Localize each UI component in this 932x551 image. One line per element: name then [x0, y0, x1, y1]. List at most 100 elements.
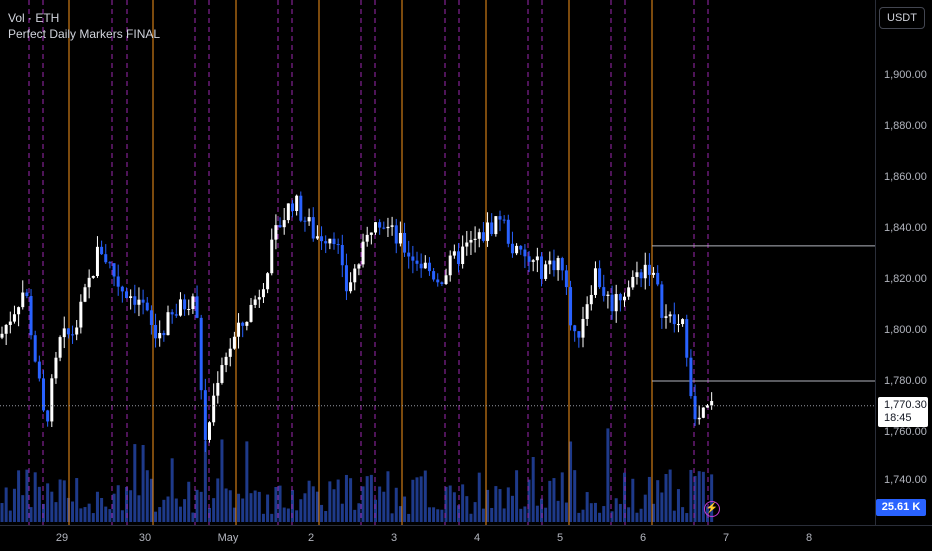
volume-bar [0, 503, 4, 522]
price-chart[interactable] [0, 0, 875, 525]
volume-bar [519, 508, 523, 522]
candle [623, 296, 626, 301]
candle [46, 410, 50, 422]
candle [158, 333, 162, 339]
volume-bar [145, 470, 149, 522]
chart-pane[interactable]: Vol · ETH Perfect Daily Markers FINAL [0, 0, 875, 525]
candle [419, 263, 423, 269]
candle [228, 348, 232, 357]
legend-indicator[interactable]: Perfect Daily Markers FINAL [8, 27, 161, 41]
volume-bar [270, 513, 274, 522]
candle [125, 291, 128, 298]
candle [149, 310, 153, 325]
candle [556, 258, 560, 271]
candle [21, 292, 25, 308]
candle [104, 254, 108, 263]
volume-bar [361, 486, 365, 522]
volume-bar [710, 474, 714, 522]
volume-bar [697, 471, 701, 522]
candle [706, 405, 709, 408]
volume-bar [398, 506, 402, 522]
candle [71, 334, 75, 336]
candle [560, 258, 564, 271]
last-price-value: 1,770.30 [884, 399, 927, 411]
candle [286, 203, 290, 221]
candle [469, 239, 473, 243]
volume-bar [527, 479, 531, 522]
candle [585, 304, 589, 319]
price-tick: 1,800.00 [884, 324, 927, 336]
candle [656, 272, 660, 285]
volume-bar [245, 441, 249, 522]
volume-bar [170, 458, 174, 522]
volume-tag: 25.61 K [876, 499, 926, 516]
volume-bar [639, 508, 643, 522]
candle [349, 282, 353, 292]
volume-bar [481, 508, 485, 522]
candle [170, 312, 174, 315]
candle [552, 260, 556, 271]
volume-bar [573, 470, 577, 522]
candle [191, 296, 195, 310]
candle [62, 328, 66, 338]
volume-bar [419, 476, 423, 522]
volume-bar [390, 513, 394, 522]
time-label: 30 [138, 532, 152, 544]
time-scale[interactable] [0, 525, 932, 551]
volume-bar [195, 489, 199, 522]
volume-bar [112, 493, 116, 522]
volume-bar [473, 502, 477, 522]
candle [261, 289, 265, 298]
candle [361, 241, 365, 265]
volume-bar [129, 490, 133, 522]
volume-bar [174, 498, 178, 522]
volume-bar [216, 478, 220, 522]
volume-bar [689, 469, 693, 522]
volume-bar [257, 491, 261, 522]
candle [635, 272, 639, 277]
volume-bar [12, 488, 16, 522]
volume-bar [510, 495, 514, 522]
currency-button[interactable]: USDT [879, 7, 925, 29]
candle [639, 272, 643, 279]
volume-bar [643, 494, 647, 522]
volume-bar [141, 445, 145, 522]
candle [672, 314, 676, 325]
volume-bar [672, 510, 676, 522]
volume-bar [95, 491, 99, 522]
price-scale[interactable] [875, 0, 932, 525]
volume-bar [382, 491, 386, 522]
volume-bar [494, 486, 498, 522]
candle [548, 260, 552, 265]
candle [270, 239, 274, 274]
volume-bar [4, 487, 8, 522]
candle [398, 232, 402, 244]
candle [154, 324, 158, 339]
time-label: 29 [55, 532, 69, 544]
price-tick: 1,860.00 [884, 171, 927, 183]
volume-bar [423, 470, 427, 522]
volume-bar [340, 503, 344, 522]
price-tick: 1,880.00 [884, 120, 927, 132]
volume-bar [656, 480, 660, 522]
price-tick: 1,780.00 [884, 375, 927, 387]
candle [448, 255, 452, 276]
volume-bar [328, 481, 332, 522]
candle [278, 225, 282, 228]
volume-bar [676, 489, 680, 522]
candle [544, 264, 548, 279]
volume-bar [432, 507, 436, 522]
candle [112, 263, 116, 277]
candle [378, 222, 382, 228]
candle [386, 226, 390, 229]
candle [166, 312, 170, 336]
volume-bar [664, 473, 668, 522]
candle [427, 262, 431, 272]
volume-bar [652, 503, 656, 522]
lightning-icon[interactable]: ⚡ [704, 501, 720, 517]
volume-bar [253, 490, 257, 522]
candle [490, 222, 494, 235]
candle [8, 321, 12, 325]
volume-bar [344, 474, 348, 522]
